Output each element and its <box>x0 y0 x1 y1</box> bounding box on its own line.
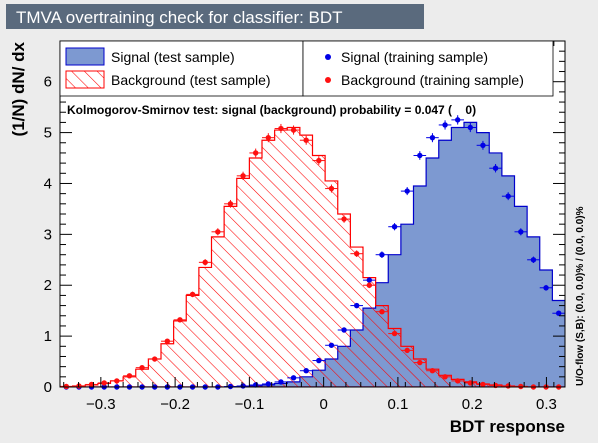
background-train-point <box>224 199 237 208</box>
background-train-point <box>464 380 477 386</box>
background-train-point <box>148 356 161 362</box>
background-train-point <box>388 330 401 337</box>
background-train-point <box>375 308 389 315</box>
background-train-point <box>236 171 250 180</box>
background-train-point <box>211 228 225 236</box>
signal-train-point <box>413 151 427 160</box>
x-tick-label: −0.2 <box>160 396 190 413</box>
signal-train-point <box>274 379 288 385</box>
signal-train-point <box>388 223 401 231</box>
x-tick-label: 0.3 <box>536 396 557 413</box>
background-train-point <box>299 135 313 145</box>
legend-label-signal-test: Signal (test sample) <box>111 49 235 65</box>
signal-train-point <box>489 163 502 173</box>
legend-label-background-test: Background (test sample) <box>111 72 271 88</box>
legend-label-signal-train: Signal (training sample) <box>341 49 488 65</box>
y-axis-label: (1/N) dN/ dx <box>9 41 28 136</box>
signal-train-point <box>527 256 540 264</box>
y-tick-label: 0 <box>44 379 52 396</box>
background-train-point <box>476 381 490 388</box>
background-train-point <box>85 381 98 388</box>
y-tick-label: 5 <box>44 125 52 142</box>
legend-right-box <box>302 40 554 97</box>
signal-train-point <box>438 120 452 130</box>
signal-train-point <box>426 133 439 143</box>
background-train-point <box>400 347 414 354</box>
x-tick-label: 0.1 <box>387 396 408 413</box>
y-tick-label: 1 <box>44 328 52 345</box>
legend: Signal (test sample) Background (test sa… <box>59 40 554 97</box>
background-train-point <box>161 338 174 344</box>
background-train-point <box>198 259 212 266</box>
background-train-point <box>135 364 149 371</box>
y-tick-label: 4 <box>44 175 52 192</box>
signal-train-point <box>514 228 528 236</box>
background-train-point <box>262 133 275 143</box>
background-train-point <box>287 125 300 135</box>
legend-label-background-train: Background (training sample) <box>341 72 524 88</box>
signal-train-point <box>501 192 515 201</box>
y-tick-label: 2 <box>44 277 52 294</box>
background-train-point <box>274 123 288 134</box>
chart-title: TMVA overtraining check for classifier: … <box>16 8 343 27</box>
signal-train-point <box>325 342 338 348</box>
signal-train-point <box>539 284 553 291</box>
title-bar <box>6 4 424 29</box>
background-train-point <box>451 378 464 384</box>
signal-train-point <box>375 251 389 258</box>
background-train-point <box>173 317 187 323</box>
background-train-point <box>249 148 262 158</box>
background-train-point <box>110 378 124 384</box>
legend-swatch-background-test <box>65 70 105 89</box>
signal-train-point <box>476 140 490 150</box>
signal-train-point <box>337 327 351 333</box>
legend-swatch-signal-test <box>65 47 105 66</box>
signal-train-point <box>363 277 376 284</box>
signal-train-point <box>299 368 313 374</box>
background-train-point <box>426 368 439 374</box>
background-train-point <box>97 380 111 386</box>
signal-train-point <box>552 310 565 316</box>
background-train-point <box>186 291 199 298</box>
background-train-point <box>337 215 351 223</box>
x-tick-label: −0.3 <box>86 396 116 413</box>
y-tick-label: 6 <box>44 74 52 91</box>
background-train-point <box>325 184 338 193</box>
signal-train-point <box>350 302 363 309</box>
background-train-point <box>312 156 326 165</box>
legend-marker-background-train <box>325 77 331 83</box>
x-axis-label: BDT response <box>450 417 565 436</box>
x-tick-label: 0 <box>319 396 327 413</box>
x-tick-label: −0.1 <box>235 396 265 413</box>
x-tick-label: 0.2 <box>462 396 483 413</box>
overflow-label: U/O-flow (S,B): (0.0, 0.0)% / (0.0, 0.0)… <box>575 206 586 386</box>
signal-train-point <box>287 375 300 381</box>
signal-train-point <box>224 383 237 390</box>
signal-train-point <box>312 357 326 364</box>
signal-train-point <box>400 187 414 196</box>
y-tick-label: 3 <box>44 226 52 243</box>
signal-train-point <box>464 122 477 133</box>
background-train-point <box>363 282 376 289</box>
background-train-point <box>123 373 136 379</box>
ks-test-text: Kolmogorov-Smirnov test: signal (backgro… <box>67 103 476 117</box>
background-train-point <box>438 374 452 380</box>
background-train-point <box>413 359 427 366</box>
signal-train-point <box>451 115 464 125</box>
background-train-point <box>60 383 73 390</box>
signal-train-point <box>262 381 275 387</box>
background-train-point <box>350 250 363 257</box>
legend-marker-signal-train <box>325 54 331 60</box>
